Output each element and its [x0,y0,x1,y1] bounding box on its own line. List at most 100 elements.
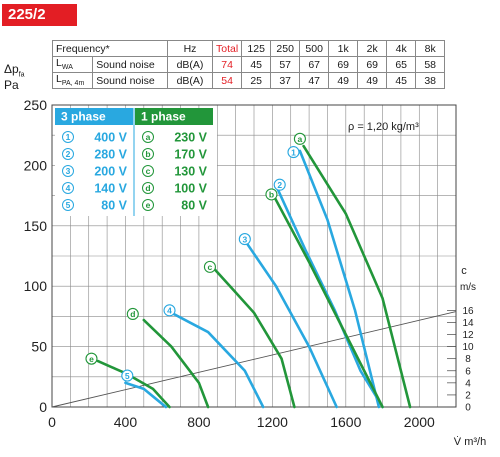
row-unit: dB(A) [167,72,213,89]
lwa-label: LWA [51,56,94,73]
series-line-a [302,144,412,409]
legend-voltage: 100 V [174,182,207,196]
legend-mark: 1 [66,132,71,142]
legend-voltage: 400 V [94,131,127,145]
y-axis-unit: Pa [4,78,19,92]
velocity-tick-label: 4 [465,378,471,389]
series-line-c [212,266,296,409]
series-line-5 [124,381,168,409]
legend-mark: a [146,132,151,142]
series-line-1 [298,149,381,409]
x-tick-label: 400 [114,414,138,430]
x-tick-label: 2000 [404,414,435,430]
curve-label-circle [265,188,278,201]
table-row: LWA Sound noise dB(A) 74 45 57 67 69 69 … [51,56,446,73]
legend-mark-circle [62,131,74,143]
legend-mark: 3 [66,166,71,176]
series-line-b [271,191,384,409]
x-axis-unit: V̇ m³/h [454,435,486,448]
velocity-tick-label: 0 [465,403,471,414]
curve-label-e: e [85,352,98,365]
curve-label-circle [287,146,300,159]
curve-label-3: 3 [238,233,251,246]
legend-mark-circle [142,165,154,177]
series-line-d [142,318,210,409]
sound-noise-table: Frequency* Hz Total 125 250 500 1k 2k 4k… [51,40,446,89]
table-cell: 45 [386,72,417,89]
y-axis-symbol: Δpfa [4,62,25,79]
curve-label-text: c [208,262,213,272]
curve-label-circle [85,352,98,365]
density-note: ρ = 1,20 kg/m³ [348,121,419,133]
curve-label-text: a [298,134,303,144]
curve-label-a: a [293,132,306,145]
series-line-3 [243,238,338,409]
curve-label-4: 4 [163,304,176,317]
legend-voltage: 230 V [174,131,207,145]
curve-label-circle [203,260,216,273]
curve-label-1: 1 [287,146,300,159]
y-tick-label: 200 [24,157,48,173]
table-cell: 47 [299,72,330,89]
table-row: LPA, 4m Sound noise dB(A) 54 25 37 47 49… [51,72,446,89]
velocity-tick-label: 14 [462,318,474,329]
legend-voltage: 80 V [101,199,127,213]
row-desc: Sound noise [92,72,168,89]
legend-voltage: 80 V [181,199,207,213]
model-title: 225/2 [2,4,77,26]
velocity-tick-label: 6 [465,366,471,377]
velocity-axis-unit: m/s [460,282,476,293]
curve-label-circle [273,178,286,191]
curve-label-b: b [265,188,278,201]
legend-voltage: 280 V [94,148,127,162]
legend-title: 1 phase [141,110,186,124]
row-total: 54 [211,72,243,89]
velocity-axis-label: c [461,265,467,277]
legend-mark-circle [142,182,154,194]
band-500: 500 [299,40,330,57]
table-cell: 49 [328,72,359,89]
legend-header [55,108,133,125]
legend-mark: d [145,183,150,193]
legend-voltage: 170 V [174,148,207,162]
legend-voltage: 200 V [94,165,127,179]
x-tick-label: 1600 [330,414,361,430]
velocity-tick-label: 16 [462,306,474,317]
legend-mark: 2 [66,149,71,159]
y-tick-label: 100 [24,278,48,294]
legend-voltage: 130 V [174,165,207,179]
curve-label-text: e [89,354,94,364]
legend-mark-circle [62,182,74,194]
x-tick-label: 0 [48,414,56,430]
x-tick-label: 1200 [257,414,288,430]
legend-header [135,108,213,125]
series-line-4 [170,311,265,409]
curve-label-text: 1 [291,147,296,157]
y-tick-label: 50 [31,339,47,355]
curve-label-text: 2 [277,180,282,190]
legend-mark: e [146,200,151,210]
curve-label-text: 5 [125,371,130,381]
curve-label-5: 5 [121,369,134,382]
legend-mark-circle [142,148,154,160]
legend-title: 3 phase [61,110,106,124]
y-tick-label: 150 [24,218,48,234]
curve-label-circle [163,304,176,317]
curve-label-2: 2 [273,178,286,191]
curve-label-d: d [126,307,139,321]
velocity-tick-label: 8 [465,354,471,365]
curve-label-c: c [203,260,216,273]
legend-mark: 4 [66,183,71,193]
y-tick-label: 0 [39,399,47,415]
legend-mark-circle [62,165,74,177]
lpa-label: LPA, 4m [51,72,94,89]
curve-label-circle [238,233,251,246]
curve-label-text: d [130,309,135,319]
velocity-tick-label: 2 [465,390,471,401]
y-tick-label: 250 [24,97,48,113]
legend-box [55,108,217,216]
velocity-tick-label: 10 [462,342,474,353]
curve-label-circle [126,307,139,321]
series-line-e [96,359,171,409]
